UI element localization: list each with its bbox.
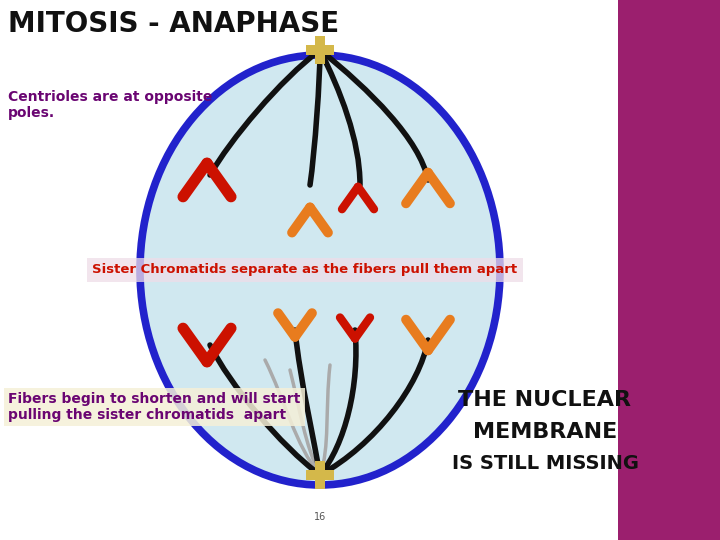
Text: THE NUCLEAR: THE NUCLEAR — [459, 390, 631, 410]
Polygon shape — [618, 0, 720, 540]
Text: MITOSIS - ANAPHASE: MITOSIS - ANAPHASE — [8, 10, 339, 38]
Text: 16: 16 — [314, 512, 326, 522]
Text: Centrioles are at opposite
poles.: Centrioles are at opposite poles. — [8, 90, 212, 120]
Bar — [306, 45, 334, 55]
Text: MEMBRANE: MEMBRANE — [473, 422, 617, 442]
Bar — [315, 461, 325, 489]
Bar — [306, 470, 334, 480]
Bar — [315, 36, 325, 64]
Text: Fibers begin to shorten and will start
pulling the sister chromatids  apart: Fibers begin to shorten and will start p… — [8, 392, 300, 422]
Text: IS STILL MISSING: IS STILL MISSING — [451, 454, 639, 473]
Text: Sister Chromatids separate as the fibers pull them apart: Sister Chromatids separate as the fibers… — [92, 264, 518, 276]
Ellipse shape — [140, 55, 500, 485]
